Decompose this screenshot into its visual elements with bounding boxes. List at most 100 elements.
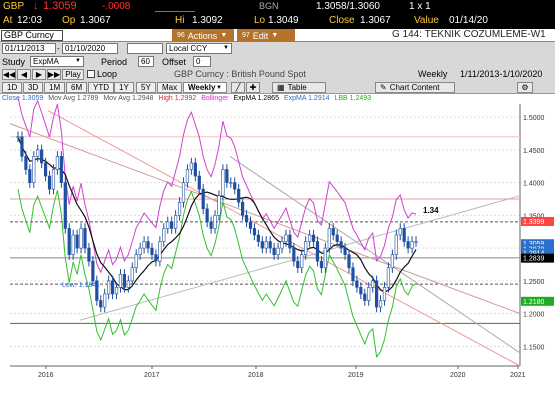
candle — [126, 280, 130, 288]
date-range-label: 1/11/2013-1/10/2020 — [460, 69, 543, 79]
candle — [343, 247, 347, 255]
candle — [209, 221, 213, 229]
candle — [256, 234, 260, 242]
tab-max[interactable]: Max — [157, 82, 183, 93]
series-title: GBP Curncy : British Pound Spot — [174, 69, 306, 79]
candle — [174, 215, 178, 229]
candle — [110, 280, 115, 295]
x-tick-label: 2017 — [144, 372, 160, 379]
channel-line — [9, 123, 521, 315]
down-arrow-icon: ↓ — [33, 0, 39, 12]
candle — [355, 280, 359, 288]
actions-menu[interactable]: 96 Actions ▼ — [172, 29, 234, 42]
chart-content-button[interactable]: ✎ Chart Content — [375, 82, 455, 93]
tab-3d[interactable]: 3D — [23, 82, 44, 93]
step-back-icon[interactable]: ◀ — [17, 69, 31, 80]
tab-bar: 1D 3D 1M 6M YTD 1Y 5Y Max Weekly ▼ ╱ ✚ ▦ T… — [0, 81, 555, 94]
candle — [241, 201, 245, 216]
candle — [268, 241, 272, 249]
table-button[interactable]: ▦ Table — [272, 82, 326, 93]
security-input[interactable]: GBP Curncy — [1, 30, 63, 41]
play-bar: ◀◀ ◀ ▶ ▶▶ Play Loop GBP Curncy : British… — [0, 68, 555, 81]
study-label: Study — [2, 57, 26, 67]
candle — [134, 254, 138, 269]
candle — [36, 149, 40, 157]
range-bar: 01/11/2013 - 01/10/2020 Local CCY ▼ — [0, 42, 555, 56]
candle — [142, 241, 146, 249]
currency-select[interactable]: Local CCY ▼ — [166, 43, 232, 54]
low-annotation: Low: 1.1841 — [62, 282, 101, 289]
legend-item: Mov Avg 1.2948 — [103, 95, 154, 102]
toolbar: GBP Curncy 96 Actions ▼ 97 Edit ▼ G 144: TEK… — [0, 29, 555, 42]
price-change: -.0008 — [102, 1, 131, 12]
candle — [67, 228, 71, 255]
close-label: Close — [329, 15, 355, 26]
tab-1d[interactable]: 1D — [2, 82, 23, 93]
loop-checkbox[interactable] — [87, 70, 95, 78]
tab-5y[interactable]: 5Y — [136, 82, 156, 93]
candle — [28, 169, 32, 183]
range-dash: - — [57, 44, 60, 53]
tab-1y[interactable]: 1Y — [114, 82, 134, 93]
line-chart-icon[interactable]: ╱ — [231, 82, 245, 93]
at-label: At — [3, 15, 13, 26]
candle — [189, 162, 193, 170]
period-label: Period — [101, 57, 128, 67]
play-button[interactable]: Play — [62, 69, 84, 80]
tab-6m[interactable]: 6M — [66, 82, 88, 93]
candle — [410, 241, 414, 249]
fast-forward-icon[interactable]: ▶▶ — [47, 69, 61, 80]
candle — [311, 234, 316, 242]
crosshair-icon[interactable]: ✚ — [246, 82, 260, 93]
rewind-icon[interactable]: ◀◀ — [2, 69, 16, 80]
price-tag — [521, 216, 554, 226]
edit-menu[interactable]: 97 Edit ▼ — [237, 29, 295, 42]
candle — [197, 175, 201, 190]
legend-item: LBB 1.2493 — [334, 95, 372, 102]
candle — [359, 287, 363, 295]
tab-1m[interactable]: 1M — [44, 82, 66, 93]
tab-weekly[interactable]: Weekly ▼ — [183, 82, 227, 93]
actions-num: 96 — [177, 32, 185, 39]
end-date-field[interactable]: 01/10/2020 — [62, 43, 118, 54]
low-label: Lo — [254, 15, 266, 26]
tab-ytd[interactable]: YTD — [88, 82, 114, 93]
candle — [20, 136, 24, 157]
candle — [233, 182, 237, 190]
candle — [335, 234, 339, 242]
offset-label: Offset — [162, 57, 186, 67]
candle — [237, 188, 241, 203]
candle — [162, 228, 166, 242]
candle — [130, 267, 134, 282]
candle — [103, 293, 107, 308]
candle — [276, 247, 280, 255]
y-tick-label: 1.1500 — [523, 344, 545, 351]
step-forward-icon[interactable]: ▶ — [32, 69, 46, 80]
edit-num: 97 — [242, 32, 250, 39]
y-tick-label: 1.4000 — [523, 181, 545, 188]
sparkline — [155, 3, 195, 12]
edit-label: Edit — [252, 30, 269, 41]
high-value: 1.3092 — [192, 15, 223, 26]
candle — [382, 287, 387, 301]
chart-panel[interactable]: Close 1.3059 Mov Avg 1.2789 Mov Avg 1.29… — [0, 94, 555, 400]
price-chart[interactable]: 1.50001.45001.40001.35001.30001.25001.20… — [0, 94, 555, 400]
loop-label: Loop — [97, 69, 118, 79]
value-label: Value — [414, 15, 439, 26]
bollinger-upper — [17, 97, 417, 274]
candle — [252, 228, 257, 236]
trend-line — [79, 195, 521, 321]
period-input[interactable]: 60 — [138, 56, 154, 67]
candle — [339, 241, 343, 249]
candle — [79, 228, 83, 249]
chart-content-label: Chart Content — [389, 83, 440, 92]
study-select[interactable]: ExpMA ▼ — [30, 56, 84, 67]
candle — [248, 221, 253, 229]
table-icon: ▦ — [277, 83, 285, 92]
offset-input[interactable]: 0 — [193, 56, 211, 67]
table-label: Table — [287, 83, 307, 92]
frequency-select[interactable] — [127, 43, 163, 54]
settings-icon[interactable]: ⚙ — [517, 82, 533, 93]
candle — [91, 260, 95, 282]
start-date-field[interactable]: 01/11/2013 — [2, 43, 56, 54]
